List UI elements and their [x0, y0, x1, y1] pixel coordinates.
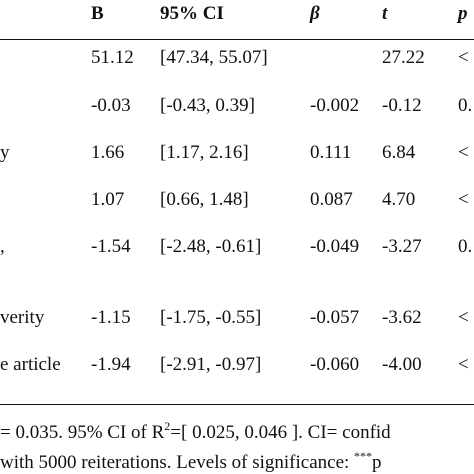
- cell-beta: -0.049: [310, 236, 360, 257]
- cell-t: 6.84: [382, 142, 416, 163]
- cell-p: <: [458, 354, 469, 375]
- row-label: y: [0, 142, 10, 163]
- cell-p: <: [458, 307, 469, 328]
- cell-b: -0.03: [91, 95, 131, 116]
- cell-t: -4.00: [382, 354, 422, 375]
- bottom-rule: [0, 404, 474, 405]
- cell-p: 0.: [458, 236, 473, 257]
- cell-ci: [-0.43, 0.39]: [160, 95, 255, 116]
- footnote-text: = 0.035. 95% CI of R: [0, 422, 165, 443]
- cell-p: <: [458, 142, 469, 163]
- cell-ci: [0.66, 1.48]: [160, 189, 249, 210]
- header-p: p: [458, 3, 468, 24]
- cell-t: 27.22: [382, 47, 425, 68]
- footnote-text: p: [372, 452, 382, 473]
- cell-b: 51.12: [91, 47, 134, 68]
- row-label: e article: [0, 354, 61, 375]
- cell-ci: [-2.48, -0.61]: [160, 236, 262, 257]
- cell-p: <: [458, 47, 469, 68]
- cell-beta: 0.111: [310, 142, 352, 163]
- cell-t: -3.27: [382, 236, 422, 257]
- header-ci: 95% CI: [160, 3, 224, 24]
- cell-beta: 0.087: [310, 189, 353, 210]
- header-beta: β: [310, 3, 320, 24]
- cell-beta: -0.002: [310, 95, 360, 116]
- cell-b: -1.94: [91, 354, 131, 375]
- footnote-superscript: 2: [164, 419, 171, 433]
- cell-ci: [-1.75, -0.55]: [160, 307, 262, 328]
- cell-b: 1.66: [91, 142, 125, 163]
- cell-b: -1.54: [91, 236, 131, 257]
- footnote-superscript: ***: [354, 449, 373, 463]
- footnote-line-1: = 0.035. 95% CI of R2=[ 0.025, 0.046 ]. …: [0, 419, 391, 444]
- cell-ci: [-2.91, -0.97]: [160, 354, 262, 375]
- cell-beta: -0.057: [310, 307, 360, 328]
- header-t: t: [382, 3, 388, 24]
- cell-t: 4.70: [382, 189, 416, 210]
- cell-ci: [1.17, 2.16]: [160, 142, 249, 163]
- cell-p: <: [458, 189, 469, 210]
- cell-t: -0.12: [382, 95, 422, 116]
- cell-b: 1.07: [91, 189, 125, 210]
- cell-beta: -0.060: [310, 354, 360, 375]
- cell-ci: [47.34, 55.07]: [160, 47, 268, 68]
- footnote-line-2: with 5000 reiterations. Levels of signif…: [0, 449, 382, 474]
- cell-t: -3.62: [382, 307, 422, 328]
- cell-p: 0.: [458, 95, 473, 116]
- cell-b: -1.15: [91, 307, 131, 328]
- header-b: B: [91, 3, 104, 24]
- footnote-text: with 5000 reiterations. Levels of signif…: [0, 452, 355, 473]
- row-label: ,: [0, 236, 5, 257]
- header-rule: [0, 39, 474, 40]
- footnote-text: =[ 0.025, 0.046 ]. CI= confid: [170, 422, 391, 443]
- row-label: verity: [0, 307, 45, 328]
